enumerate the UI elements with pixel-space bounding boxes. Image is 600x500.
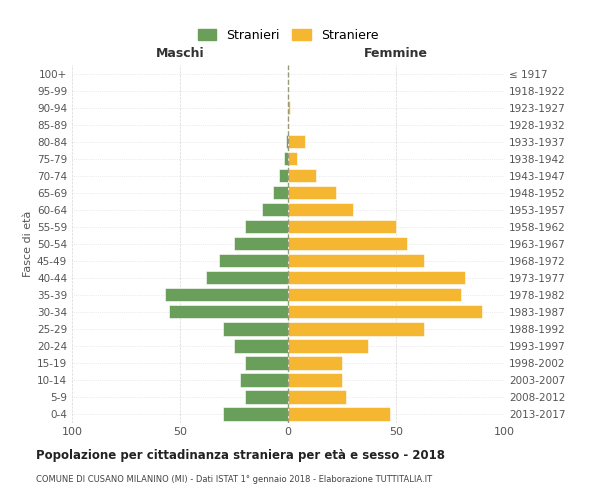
Bar [284,152,288,166]
Bar [280,169,288,182]
Bar [288,220,396,234]
Bar [241,374,288,386]
Bar [288,356,342,370]
Bar [169,305,288,318]
Text: COMUNE DI CUSANO MILANINO (MI) - Dati ISTAT 1° gennaio 2018 - Elaborazione TUTTI: COMUNE DI CUSANO MILANINO (MI) - Dati IS… [36,475,432,484]
Bar [245,390,288,404]
Bar [262,203,288,216]
Bar [288,340,368,352]
Bar [234,340,288,352]
Bar [288,322,424,336]
Bar [288,374,342,386]
Legend: Stranieri, Straniere: Stranieri, Straniere [194,25,382,46]
Bar [288,101,290,114]
Text: Femmine: Femmine [364,47,428,60]
Bar [288,390,346,404]
Bar [288,169,316,182]
Bar [206,271,288,284]
Bar [288,254,424,268]
Text: Popolazione per cittadinanza straniera per età e sesso - 2018: Popolazione per cittadinanza straniera p… [36,450,445,462]
Bar [288,203,353,216]
Text: Maschi: Maschi [155,47,205,60]
Bar [288,186,335,200]
Bar [288,237,407,250]
Y-axis label: Fasce di età: Fasce di età [23,210,33,277]
Bar [165,288,288,302]
Bar [223,408,288,420]
Bar [234,237,288,250]
Bar [288,135,305,148]
Bar [245,356,288,370]
Bar [288,305,482,318]
Bar [223,322,288,336]
Bar [273,186,288,200]
Bar [219,254,288,268]
Bar [286,135,288,148]
Bar [288,152,296,166]
Bar [288,408,389,420]
Bar [245,220,288,234]
Bar [288,288,461,302]
Bar [288,271,465,284]
